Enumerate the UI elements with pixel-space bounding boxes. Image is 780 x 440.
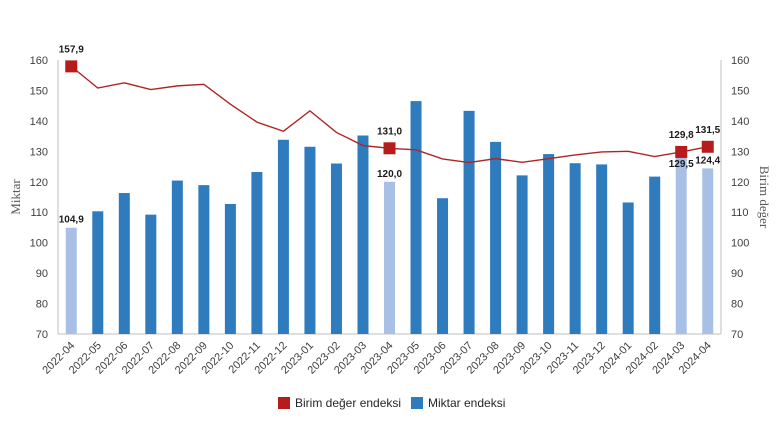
bar [463, 110, 475, 334]
data-labels: 157,9 104,9 131,0 120,0 129,8 129,5 131,5 124,4 [59, 44, 721, 225]
y-tick-label-left: 120 [30, 177, 48, 189]
legend-label-bar: Miktar endeksi [428, 396, 505, 410]
data-label: 104,9 [59, 215, 84, 226]
bar [330, 163, 342, 334]
bar [649, 176, 661, 334]
y-tick-label-right: 130 [731, 146, 749, 158]
data-label: 131,5 [695, 125, 720, 136]
y-tick-label-left: 150 [30, 85, 48, 97]
bar [490, 141, 502, 334]
legend-swatch-line [278, 397, 290, 409]
bar [251, 172, 263, 334]
bar [437, 198, 449, 334]
y-tick-label-left: 90 [36, 268, 48, 280]
y-tick-label-right: 120 [731, 177, 749, 189]
legend: Birim değer endeksi Miktar endeksi [278, 396, 505, 410]
data-label: 131,0 [377, 126, 402, 137]
data-label: 120,0 [377, 169, 402, 180]
y-axis-title-right: Birim değer [757, 166, 772, 229]
data-label: 124,4 [695, 155, 720, 166]
bar [304, 146, 316, 334]
bar [543, 154, 555, 334]
bar [596, 164, 608, 334]
bar [198, 185, 210, 334]
y-tick-label-left: 160 [30, 55, 48, 67]
y-tick-label-left: 110 [30, 207, 48, 219]
bar [622, 202, 634, 334]
y-tick-label-left: 100 [30, 238, 48, 250]
y-tick-label-right: 80 [731, 299, 743, 311]
bar [145, 214, 157, 334]
data-label: 129,8 [669, 130, 694, 141]
bar [410, 101, 422, 334]
y-tick-label-right: 90 [731, 268, 743, 280]
bars [65, 101, 714, 334]
bar [65, 227, 77, 334]
line-marker [65, 60, 78, 73]
y-tick-label-right: 150 [731, 85, 749, 97]
y-tick-label-right: 160 [731, 55, 749, 67]
line-marker [383, 142, 396, 155]
data-label: 157,9 [59, 44, 84, 55]
legend-swatch-bar [411, 397, 423, 409]
bar [702, 168, 714, 334]
y-tick-label-right: 70 [731, 329, 743, 341]
bar [569, 163, 581, 334]
data-label: 129,5 [669, 159, 694, 170]
bar [384, 181, 395, 334]
bar [224, 204, 236, 334]
bar [92, 211, 104, 334]
bar [357, 135, 369, 334]
y-tick-label-left: 70 [36, 329, 48, 341]
bar [675, 152, 687, 334]
y-tick-label-right: 110 [731, 207, 749, 219]
line-marker [675, 145, 688, 158]
line-marker [701, 140, 714, 153]
bar [277, 139, 289, 334]
legend-label-line: Birim değer endeksi [295, 396, 401, 410]
line-series [65, 60, 714, 164]
y-tick-label-left: 140 [30, 116, 48, 128]
y-axis-title-left: Miktar [8, 179, 23, 215]
y-tick-label-left: 80 [36, 299, 48, 311]
bar [516, 175, 528, 334]
y-tick-label-right: 140 [731, 116, 749, 128]
bar [118, 193, 130, 334]
bar [171, 180, 183, 334]
y-tick-label-right: 100 [731, 238, 749, 250]
y-tick-label-left: 130 [30, 146, 48, 158]
